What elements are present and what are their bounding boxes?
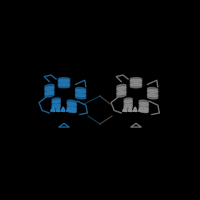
Ellipse shape (147, 88, 158, 91)
Ellipse shape (52, 102, 60, 105)
Ellipse shape (130, 83, 142, 86)
Ellipse shape (45, 89, 54, 93)
Ellipse shape (139, 107, 148, 110)
Ellipse shape (75, 90, 86, 93)
Ellipse shape (147, 94, 158, 97)
Ellipse shape (45, 84, 54, 88)
Ellipse shape (130, 78, 142, 80)
Ellipse shape (124, 102, 132, 105)
Ellipse shape (52, 100, 60, 103)
Ellipse shape (124, 98, 132, 101)
Ellipse shape (75, 92, 86, 95)
Ellipse shape (58, 83, 70, 86)
Ellipse shape (67, 105, 76, 108)
Ellipse shape (52, 104, 60, 107)
Ellipse shape (130, 81, 142, 84)
Ellipse shape (58, 81, 70, 84)
Ellipse shape (117, 89, 126, 93)
Ellipse shape (45, 94, 54, 97)
Ellipse shape (124, 106, 132, 109)
Ellipse shape (75, 94, 86, 97)
Ellipse shape (147, 90, 158, 93)
Ellipse shape (124, 104, 132, 107)
Ellipse shape (58, 80, 70, 82)
Ellipse shape (45, 87, 54, 90)
Ellipse shape (67, 100, 76, 103)
Ellipse shape (75, 96, 86, 99)
Ellipse shape (124, 100, 132, 103)
Ellipse shape (67, 107, 76, 110)
Ellipse shape (130, 85, 142, 88)
Ellipse shape (75, 88, 86, 91)
Ellipse shape (147, 92, 158, 95)
Ellipse shape (139, 105, 148, 108)
Ellipse shape (45, 91, 54, 95)
Ellipse shape (52, 106, 60, 109)
Ellipse shape (139, 100, 148, 103)
Ellipse shape (117, 84, 126, 88)
Ellipse shape (117, 87, 126, 90)
Ellipse shape (130, 80, 142, 82)
Ellipse shape (147, 96, 158, 99)
Ellipse shape (67, 102, 76, 106)
Ellipse shape (117, 91, 126, 95)
Ellipse shape (67, 109, 76, 113)
Ellipse shape (58, 85, 70, 88)
Ellipse shape (52, 98, 60, 101)
Ellipse shape (139, 109, 148, 113)
Ellipse shape (139, 102, 148, 106)
Ellipse shape (117, 94, 126, 97)
Ellipse shape (58, 78, 70, 80)
